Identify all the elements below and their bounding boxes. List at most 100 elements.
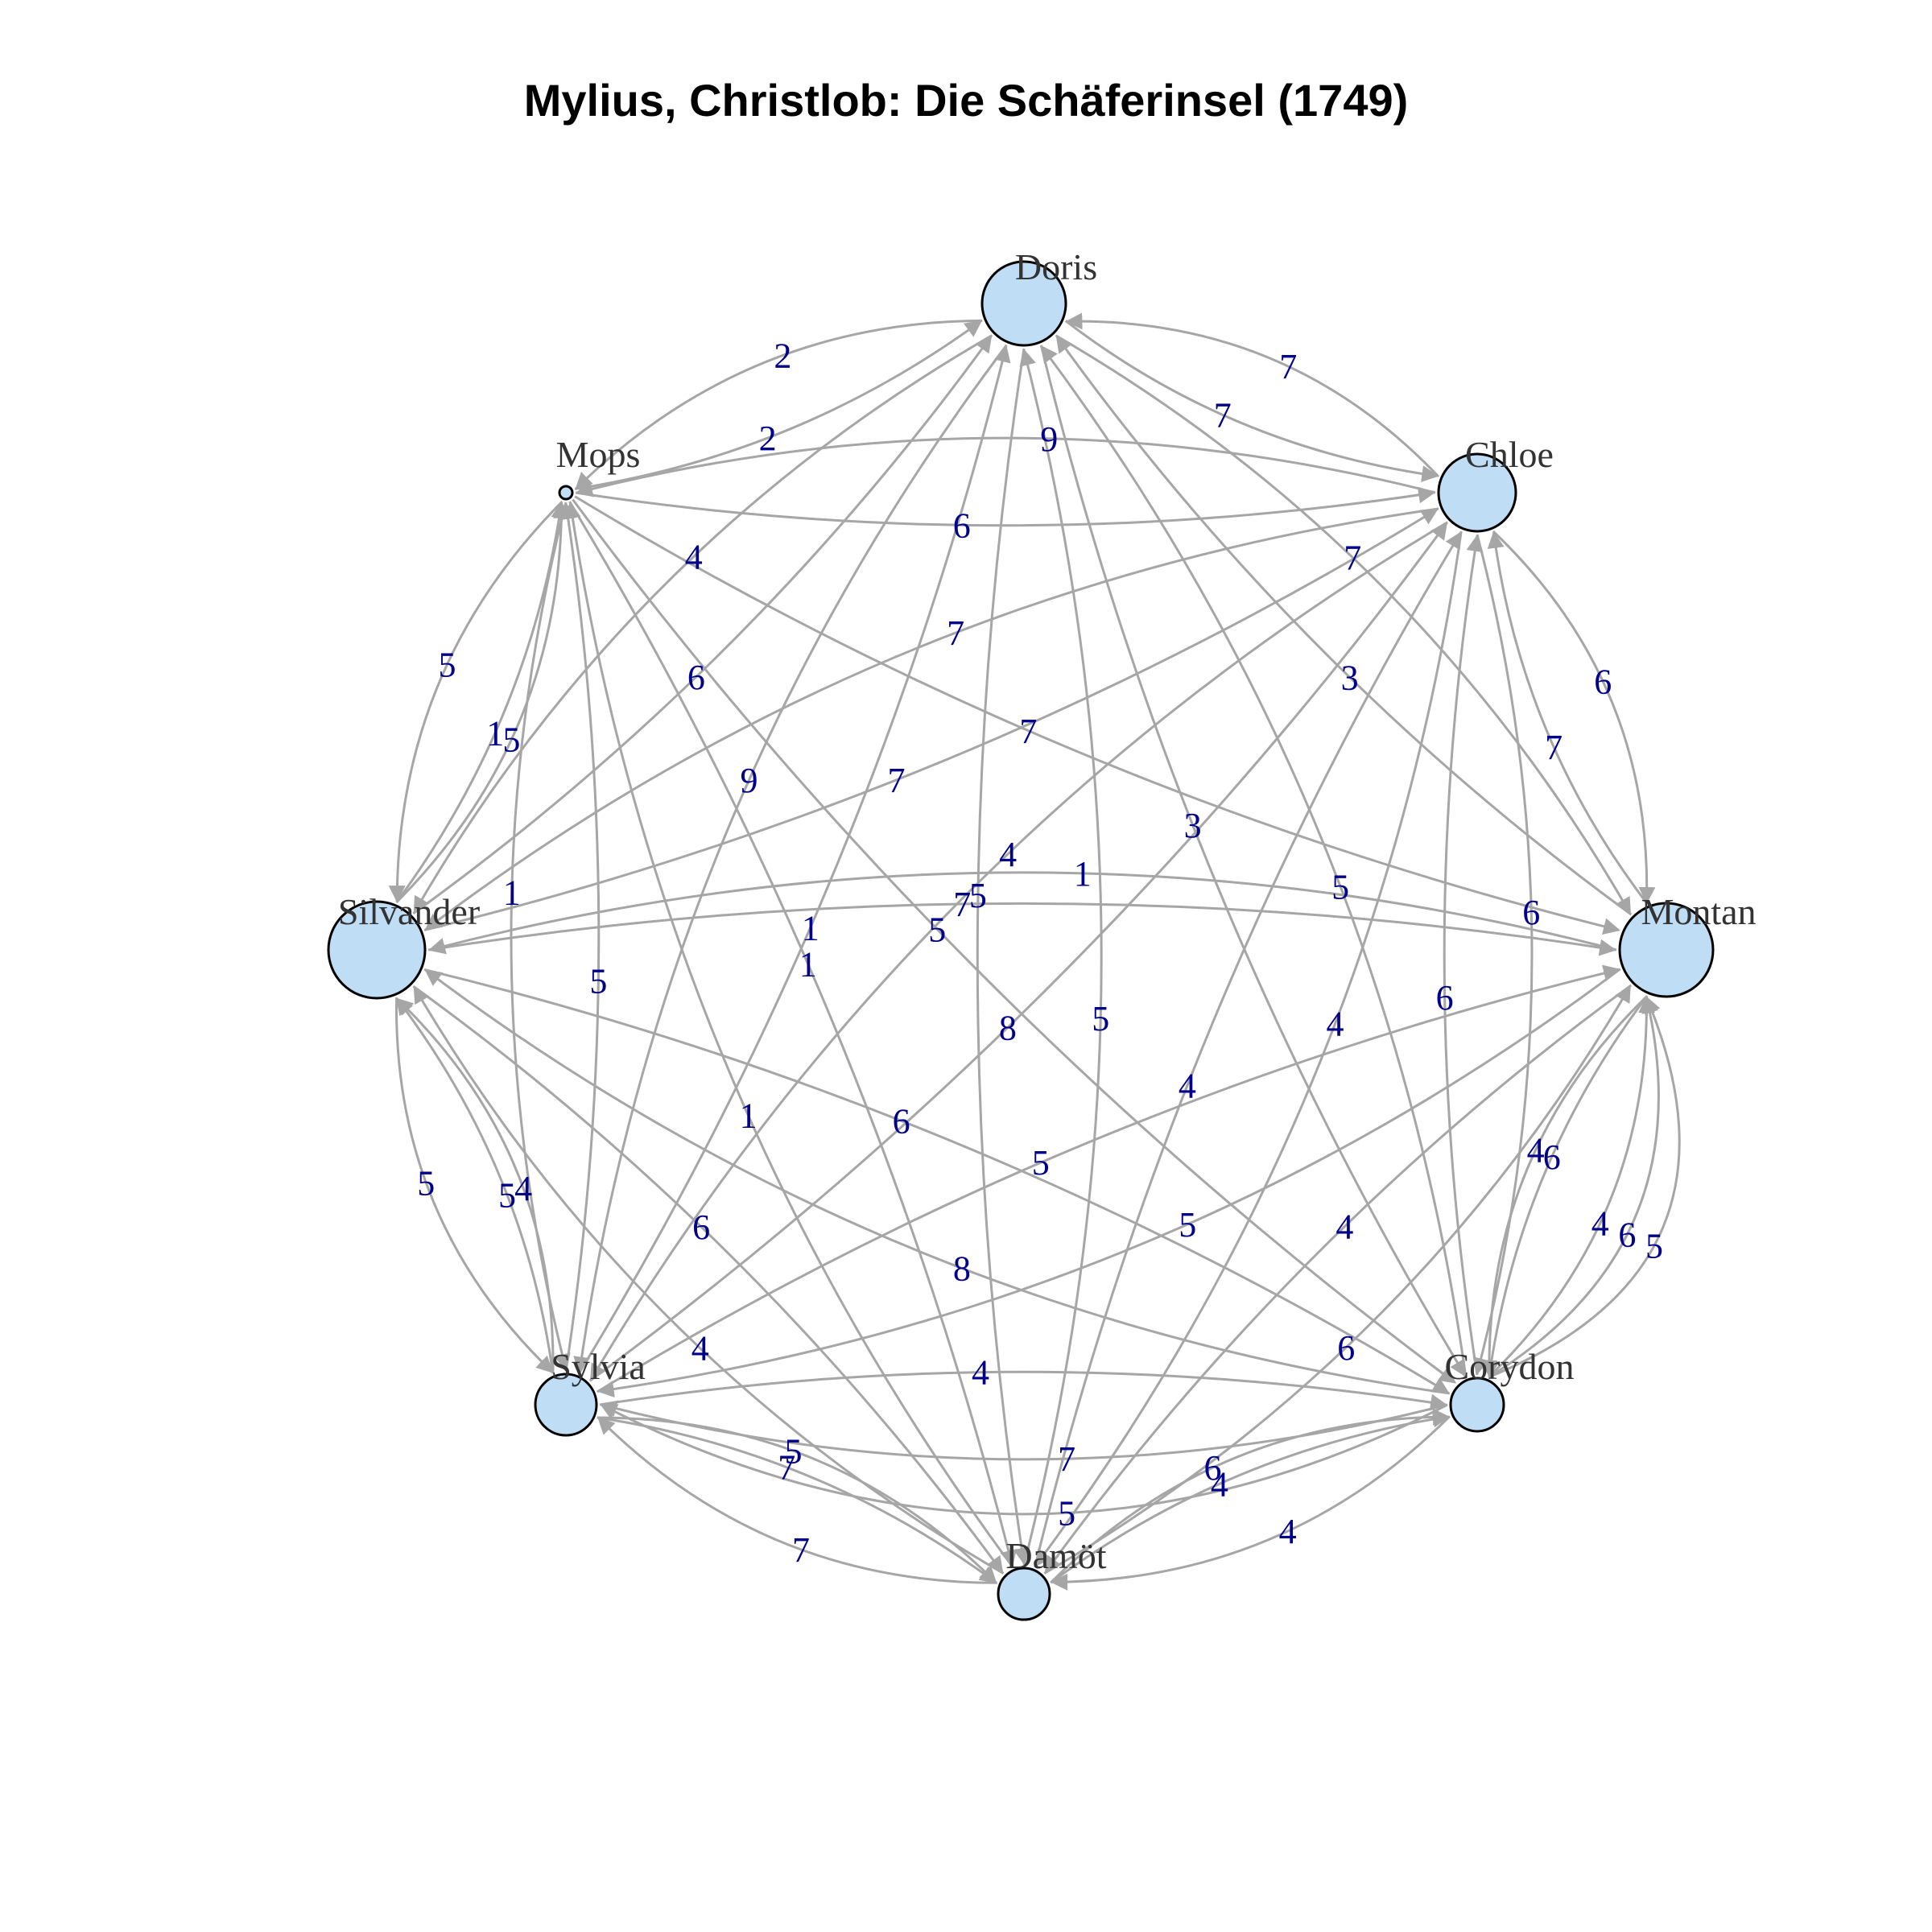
edge-weight-label: 4: [685, 537, 703, 576]
edge-corydon-to-doris: [1040, 345, 1468, 1378]
edge-damoet-to-sylvia: [597, 1417, 997, 1584]
edge-corydon-to-sylvia: [600, 1403, 1448, 1516]
edge-doris-to-montan: [1055, 334, 1632, 915]
edge-silvander-to-montan: [427, 902, 1617, 956]
edge-weight-label: 1: [486, 713, 504, 753]
edge-weight-label: 7: [953, 885, 971, 924]
edge-weight-label: 1: [802, 908, 819, 947]
edge-weight-label: 4: [1327, 1005, 1344, 1044]
edge-montan-to-chloe: [1487, 530, 1649, 905]
edge-weight-label: 6: [1618, 1215, 1636, 1254]
edge-corydon-to-montan: [1488, 996, 1660, 1379]
edge-weight-label: 5: [439, 645, 456, 684]
node-sylvia: Sylvia: [534, 1346, 646, 1437]
edge-weight-label: 7: [1058, 1439, 1075, 1479]
node-label-corydon: Corydon: [1445, 1346, 1575, 1387]
edge-damoet-to-mops: [564, 501, 1014, 1568]
edge-weight-label: 5: [785, 1431, 803, 1471]
node-doris: Doris: [980, 246, 1097, 347]
edge-doris-to-corydon: [1039, 345, 1467, 1377]
edge-corydon-to-chloe: [1443, 534, 1484, 1376]
edge-weight-label: 4: [999, 835, 1017, 874]
edge-weight-label: 7: [1214, 395, 1232, 435]
node-circle-chloe: [1437, 452, 1517, 533]
edge-chloe-to-silvander: [424, 507, 1439, 931]
edge-weight-label: 2: [774, 336, 791, 375]
edge-weight-label: 7: [1279, 347, 1297, 386]
node-circle-montan: [1618, 902, 1715, 998]
edge-weight-label: 6: [692, 1208, 710, 1247]
node-label-mops: Mops: [556, 434, 641, 475]
node-circle-corydon: [1449, 1377, 1505, 1433]
edge-doris-to-chloe: [1064, 320, 1439, 483]
edge-damoet-to-corydon: [1050, 1410, 1451, 1584]
edge-chloe-to-sylvia: [589, 521, 1448, 1381]
edge-weight-label: 8: [999, 1008, 1017, 1047]
edge-sylvia-to-corydon: [599, 1370, 1448, 1411]
edge-sylvia-to-damoet: [597, 1416, 997, 1583]
edge-silvander-to-mops: [395, 501, 568, 903]
edge-corydon-to-montan: [1488, 996, 1681, 1379]
edge-silvander-to-doris: [412, 335, 993, 915]
edge-weight-label: 4: [691, 1329, 709, 1368]
edge-weight-label: 5: [1058, 1494, 1075, 1534]
edge-weight-label: 1: [740, 1096, 758, 1136]
edge-silvander-to-chloe: [423, 508, 1439, 931]
edge-weight-label: 4: [1527, 1131, 1545, 1170]
edge-weight-label: 9: [741, 761, 758, 800]
edge-montan-to-silvander: [427, 871, 1617, 955]
edge-damoet-to-doris: [1019, 348, 1103, 1566]
edge-weight-label: 5: [417, 1163, 435, 1203]
edge-weight-label: 5: [1179, 1205, 1196, 1245]
edges-layer: [388, 312, 1681, 1591]
edge-montan-to-sylvia: [597, 968, 1621, 1397]
edge-silvander-to-sylvia: [395, 997, 554, 1373]
node-circle-silvander: [327, 900, 427, 1000]
edge-weight-label: 7: [792, 1530, 810, 1570]
edge-damoet-to-silvander: [413, 985, 1005, 1575]
edge-montan-to-corydon: [1483, 995, 1649, 1378]
edge-weight-label: 4: [1591, 1204, 1609, 1244]
nodes-layer: Doris Chloe Montan Corydon Damöt Sylvia Silvan…: [327, 246, 1757, 1621]
edge-weight-label: 7: [1019, 712, 1037, 751]
edge-damoet-to-corydon: [1050, 1408, 1451, 1584]
edge-weight-label: 5: [928, 910, 946, 949]
edge-weight-label: 5: [969, 876, 987, 915]
edge-montan-to-doris: [1055, 335, 1633, 916]
node-circle-mops: [558, 485, 574, 501]
edge-weight-label: 1: [1074, 854, 1092, 894]
chart-title: Mylius, Christlob: Die Schäferinsel (174…: [523, 75, 1409, 126]
edge-weight-label: 6: [1204, 1448, 1222, 1488]
edge-sylvia-to-mops: [559, 502, 601, 1372]
edge-doris-to-silvander: [413, 334, 993, 914]
edge-weight-label: 6: [1522, 893, 1540, 932]
edge-weight-label: 7: [778, 1448, 795, 1488]
edge-sylvia-to-doris: [577, 345, 1011, 1374]
node-circle-doris: [980, 260, 1067, 347]
edge-sylvia-to-chloe: [588, 522, 1448, 1382]
edge-weight-label: 9: [1040, 419, 1058, 459]
edge-weight-label: 6: [1594, 663, 1612, 702]
edge-weight-label: 1: [503, 873, 521, 913]
edge-weight-label: 3: [1341, 658, 1359, 697]
edge-weight-label: 4: [1211, 1464, 1228, 1504]
edge-weight-label: 5: [1092, 999, 1109, 1038]
node-montan: Montan: [1618, 891, 1757, 998]
edge-mops-to-corydon: [572, 498, 1457, 1384]
node-label-silvander: Silvander: [338, 891, 480, 932]
edge-weight-label: 1: [799, 945, 817, 985]
edge-chloe-to-damoet: [1034, 530, 1463, 1567]
node-circle-damoet: [997, 1567, 1051, 1621]
edge-weight-label: 6: [1436, 978, 1454, 1018]
node-silvander: Silvander: [327, 891, 480, 1000]
node-damoet: Damöt: [997, 1535, 1107, 1621]
edge-sylvia-to-damoet: [597, 1416, 997, 1583]
edge-corydon-to-silvander: [424, 968, 1451, 1395]
node-circle-sylvia: [534, 1373, 598, 1437]
edge-weight-label: 5: [1032, 1143, 1050, 1183]
edge-weight-label: 6: [1543, 1137, 1561, 1177]
edge-doris-to-sylvia: [573, 344, 1008, 1374]
edge-damoet-to-chloe: [1034, 531, 1462, 1568]
